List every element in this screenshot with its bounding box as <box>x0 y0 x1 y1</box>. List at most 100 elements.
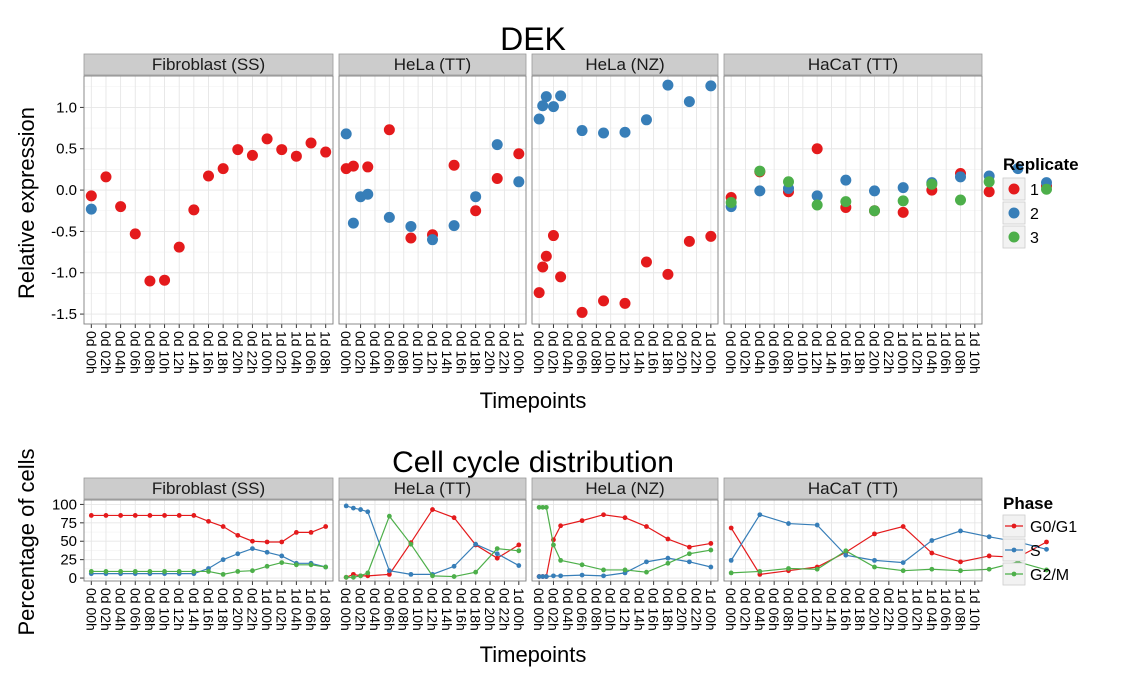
bottom-panel-hela-nz-series-g2-m-point <box>601 567 606 573</box>
top-panel-fibroblast-ss-x-tick-label: 0d 10h <box>157 331 173 374</box>
bottom-panel-hela-tt-series-g0-g1-point <box>451 515 457 521</box>
bottom-panel-fibroblast-ss-series-s-point <box>279 553 285 559</box>
bottom-panel-fibroblast-ss-x-tick-label: 1d 02h <box>274 588 290 631</box>
bottom-panel-hacat-tt-series-g2-m-line <box>731 550 1047 574</box>
bottom-panel-hela-tt-x-tick-label: 0d 20h <box>482 588 498 631</box>
bottom-panel-fibroblast-ss-series-g0-g1-point <box>162 513 167 518</box>
top-panel-hela-tt-series-2-point <box>513 176 525 188</box>
bottom-panel-hela-tt-x-tick-label: 0d 10h <box>410 588 426 631</box>
top-panel-hela-nz-series-2-point <box>547 101 559 113</box>
bottom-panel-hela-nz-series-g2-m-point <box>708 547 714 553</box>
top-panel-hela-tt-x-tick-label: 0d 08h <box>396 331 412 374</box>
bottom-panel-hela-nz-series-s-point <box>543 574 549 579</box>
bottom-panel-fibroblast-ss-series-g2-m-point <box>220 571 226 577</box>
bottom-panel-fibroblast-ss-series-g2-m-point <box>279 560 285 565</box>
top-panel-hacat-tt-series-2-point <box>869 185 880 197</box>
top-chart-panels: -1.5 -1.0 -0.5 0.0 0.5 1.0 Fibroblast (SS) 0d 0… <box>51 53 1052 374</box>
top-panel-fibroblast-ss-strip-label: Fibroblast (SS) <box>152 55 265 74</box>
top-panel-fibroblast-ss-x-tick-label: 1d 00h <box>259 331 275 374</box>
top-panel-hela-tt-border <box>338 75 527 325</box>
bottom-panel-hela-nz-x-tick-label: 0d 12h <box>617 588 633 631</box>
bottom-panel-hacat-tt-series-g0-g1-point <box>900 524 906 529</box>
top-panel-fibroblast-ss-series-1-point <box>188 204 200 216</box>
top-panel-fibroblast-ss-x-tick-label: 0d 04h <box>113 331 129 374</box>
bottom-panel-hela-tt-x-tick-label: 0d 06h <box>381 588 397 631</box>
bottom-panel-fibroblast-ss-x-tick-label: 1d 04h <box>288 588 304 631</box>
bottom-panel-fibroblast-ss-x-tick-label: 1d 00h <box>259 588 275 631</box>
bottom-panel-hela-tt-series-s-point <box>494 551 500 557</box>
top-panel-hacat-tt-series-2-point <box>955 171 966 183</box>
bottom-panel-hela-tt-series-g2-m-point <box>516 548 522 554</box>
bottom-panel-hacat-tt-series-g2-m-point <box>872 564 877 570</box>
top-y-axis-title: Relative expression <box>14 107 39 299</box>
top-y-tick-label: 0.5 <box>56 141 77 158</box>
top-panel-fibroblast-ss-x-tick-label: 0d 12h <box>171 331 187 374</box>
bottom-panel-hela-nz-series-s-point <box>558 573 564 579</box>
bottom-panel-hacat-tt-x-tick-label: 0d 16h <box>838 588 854 631</box>
bottom-panel-fibroblast-ss-x-tick-label: 0d 12h <box>171 588 187 631</box>
top-panel-hacat-tt-x-tick-label: 0d 08h <box>781 331 797 374</box>
bottom-panel-hacat-tt-series-g0-g1-point <box>1044 539 1049 545</box>
bottom-panel-hela-nz-series-g2-m-point <box>551 542 556 548</box>
top-panel-hacat-tt-series-3-point <box>811 199 823 211</box>
top-panel-hela-tt-x-tick-label: 0d 10h <box>410 331 426 374</box>
top-panel-hacat-tt-x-tick-label: 1d 06h <box>938 331 954 374</box>
bottom-panel-hacat-tt-series-g0-g1-point <box>986 553 992 559</box>
bottom-panel-hacat-tt-series-s-line <box>730 514 1047 564</box>
bottom-panel-hela-tt-border <box>338 499 527 582</box>
bottom-panel-hacat-tt-x-tick-label: 0d 02h <box>738 588 754 631</box>
replicate-legend-2-label: 2 <box>1030 206 1039 223</box>
bottom-panel-fibroblast-ss-x-tick-label: 0d 20h <box>230 588 246 631</box>
top-panel-fibroblast-ss-x-tick-label: 0d 18h <box>215 331 231 374</box>
bottom-panel-fibroblast-ss-series-g2-m-point <box>308 562 314 568</box>
top-panel-hela-tt-series-1-point <box>513 148 525 160</box>
bottom-panel-hela-tt-x-tick-label: 0d 22h <box>496 588 512 631</box>
bottom-panel-hela-tt-series-g2-m-point <box>365 570 371 576</box>
bottom-panel-hela-tt-series-s-point <box>451 563 457 569</box>
bottom-panel-fibroblast-ss-series-g2-m-point <box>250 568 255 574</box>
bottom-panel-hela-tt-x-tick-label: 0d 12h <box>425 588 441 631</box>
top-panel-hacat-tt-background <box>724 76 982 324</box>
bottom-panel-hela-tt-series-g2-m-point <box>386 513 392 519</box>
bottom-panel-hela-tt-series-g0-g1-point <box>386 571 392 577</box>
top-panel-hacat-tt-series-3-point <box>840 196 852 208</box>
top-panel-fibroblast-ss-x-tick-label: 0d 00h <box>83 331 99 374</box>
replicate-legend: Replicate 1 2 3 <box>1002 155 1079 249</box>
top-panel-fibroblast-ss-series-1-point <box>129 228 141 240</box>
top-panel-hela-tt-series-2-point <box>362 188 374 200</box>
top-panel-hela-tt-series-2-point <box>340 128 352 140</box>
bottom-y-tick-label: 50 <box>60 533 77 550</box>
bottom-panel-hela-tt-series-g0-g1-point <box>430 507 435 512</box>
top-panel-hacat-tt-series-3-point <box>869 205 880 217</box>
bottom-panel-hela-nz-series-g0-g1-point <box>558 523 564 529</box>
bottom-panel-hela-nz-series-s-point <box>644 559 649 565</box>
bottom-panel-hela-tt-series-g2-m-point <box>408 541 414 547</box>
bottom-panel-hela-nz-series-s-point <box>665 555 671 561</box>
bottom-panel-hacat-tt-x-tick-label: 1d 10h <box>967 588 983 631</box>
bottom-panel-fibroblast-ss-series-g2-m-point <box>191 569 197 574</box>
top-panel-hela-nz-strip <box>531 53 719 76</box>
top-panel-hela-nz-series-2-point <box>640 114 652 126</box>
top-panel-hela-nz-series-1-point <box>619 297 631 309</box>
bottom-panel-hela-nz-series-g2-m-point <box>536 504 542 510</box>
replicate-legend-title: Replicate <box>1003 155 1079 174</box>
bottom-panel-hela-nz-series-g2-m-point <box>540 504 546 510</box>
bottom-panel-hacat-tt-series-s-point <box>958 528 963 534</box>
bottom-panel-fibroblast-ss-series-g0-g1-point <box>88 513 94 518</box>
bottom-panel-hela-tt-series-g2-m-point <box>343 574 349 580</box>
bottom-panel-hela-nz-series-s-point <box>686 559 692 565</box>
top-panel-hacat-tt-x-tick-label: 1d 10h <box>967 331 983 374</box>
top-panel-hacat-tt-border <box>723 75 983 325</box>
bottom-panel-fibroblast-ss-x-tick-label: 0d 22h <box>244 588 260 631</box>
bottom-panel-hacat-tt-x-tick-label: 0d 10h <box>795 588 811 631</box>
top-panel-fibroblast-ss-series-1-point <box>232 144 244 156</box>
bottom-panel-hela-tt-strip <box>338 477 527 500</box>
top-panel-hacat-tt-x-tick-label: 0d 22h <box>881 331 897 374</box>
top-panel-hela-nz-x-tick-label: 0d 20h <box>674 331 690 374</box>
bottom-panel-fibroblast-ss-series-g2-m-point <box>162 569 167 574</box>
bottom-panel-hacat-tt-series-g2-m-point <box>1044 567 1049 573</box>
bottom-panel-fibroblast-ss-series-g0-g1-point <box>250 538 255 544</box>
